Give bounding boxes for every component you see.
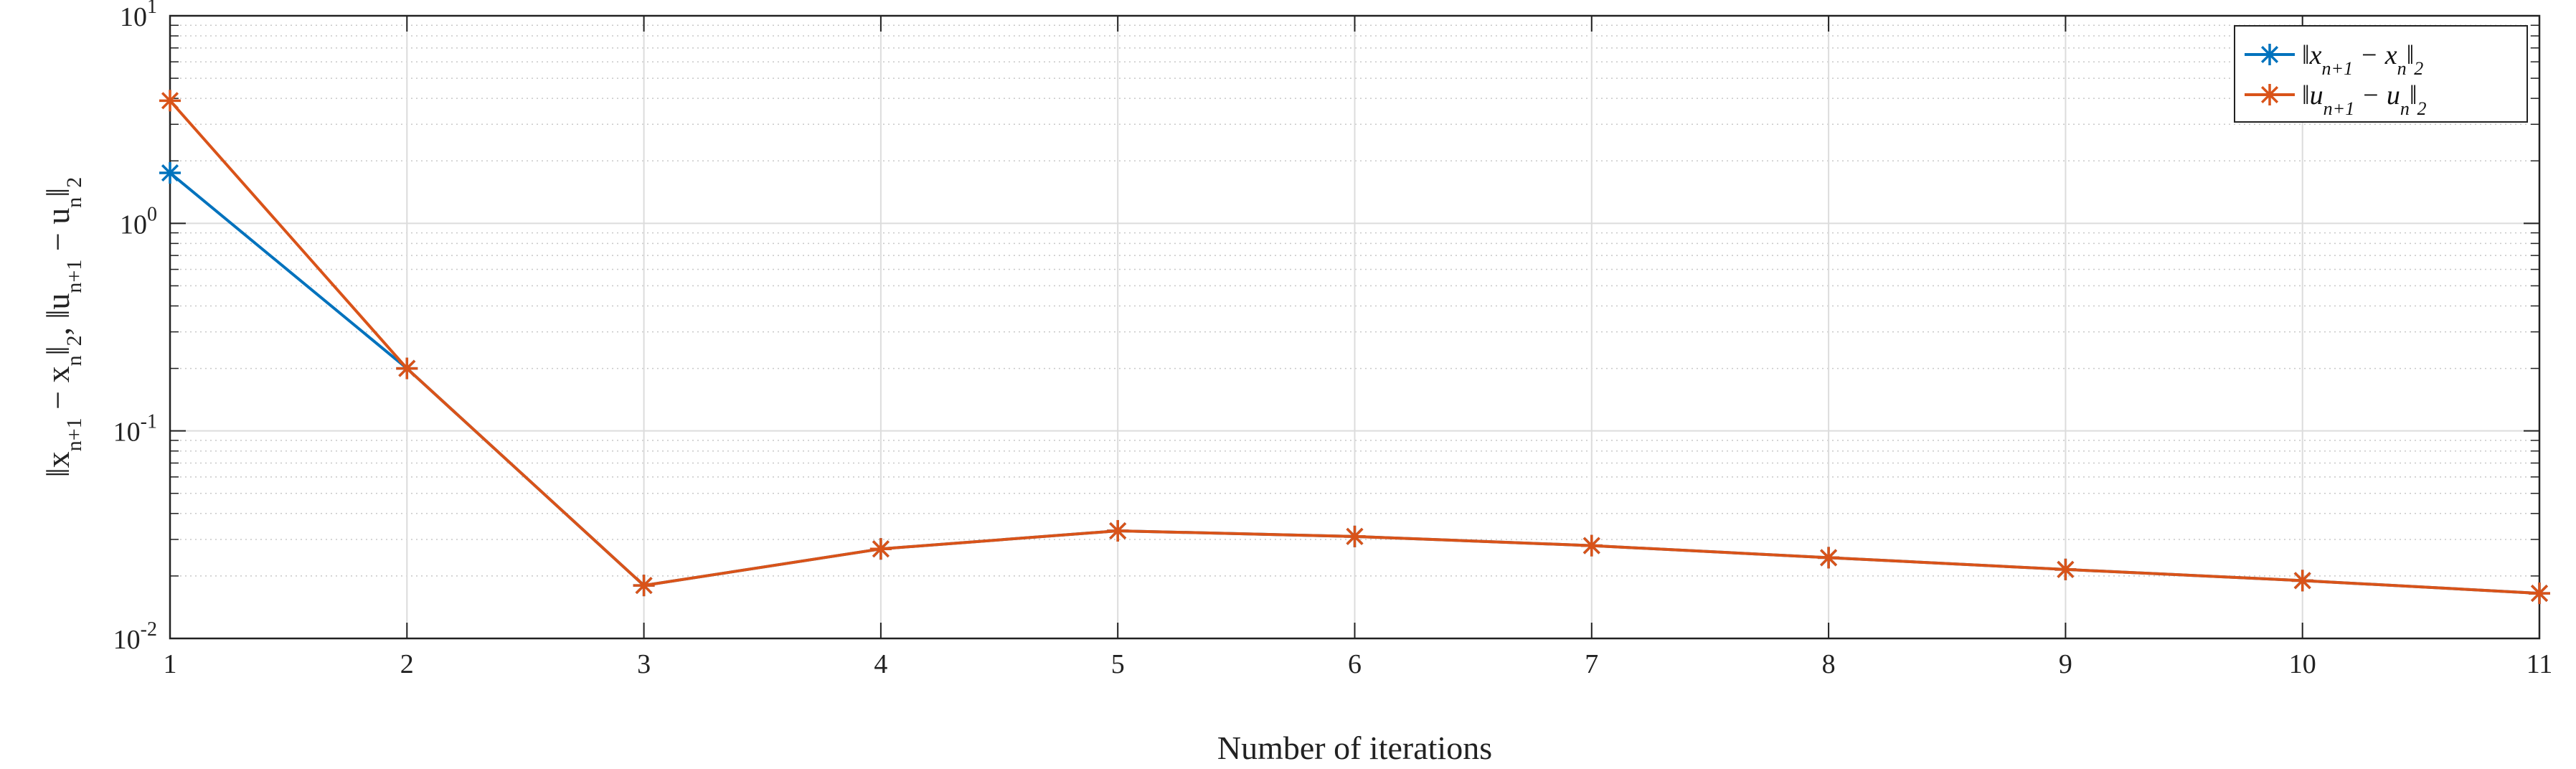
x-tick-label: 7 (1585, 649, 1598, 679)
y-tick-label: 10-2 (113, 618, 157, 655)
x-tick-label: 1 (164, 649, 177, 679)
data-point (2054, 558, 2077, 580)
x-tick-label: 2 (400, 649, 414, 679)
axis-ticks (169, 15, 2540, 639)
series-layer (159, 90, 2550, 605)
y-tick-labels: 10-2 10-1 100 101 (113, 0, 157, 655)
minor-gridlines (170, 24, 2539, 577)
x-tick-label: 10 (2289, 649, 2316, 679)
svg-text:‖xn+1 − xn‖2, ‖un+1 − un‖2: ‖xn+1 − xn‖2, ‖un+1 − un‖2 (39, 177, 86, 477)
y-tick-label: 101 (120, 0, 157, 32)
legend-box (2234, 25, 2528, 123)
x-tick-label: 11 (2527, 649, 2553, 679)
y-tick-label: 10-1 (113, 411, 157, 448)
x-tick-label: 8 (1822, 649, 1836, 679)
x-tick-label: 6 (1348, 649, 1362, 679)
x-axis-label: Number of iterations (1217, 730, 1492, 766)
data-point (1818, 547, 1840, 569)
data-point (159, 90, 181, 112)
legend-entry: ‖xn+1 − xn‖2 (2245, 40, 2423, 79)
legend: ‖xn+1 − xn‖2‖un+1 − un‖2 (2234, 25, 2528, 123)
series-2 (159, 90, 2550, 605)
legend-marker (2259, 44, 2280, 65)
legend-entry: ‖un+1 − un‖2 (2245, 80, 2427, 119)
data-point (2291, 570, 2313, 592)
data-point (1580, 534, 1603, 557)
legend-label: ‖un+1 − un‖2 (2302, 80, 2427, 119)
x-tick-label: 5 (1111, 649, 1125, 679)
x-tick-label: 9 (2059, 649, 2072, 679)
y-tick-label: 100 (120, 203, 157, 240)
x-tick-labels: 1 2 3 4 5 6 7 8 9 10 11 (164, 649, 2553, 679)
data-point (1344, 525, 1366, 547)
legend-marker (2259, 84, 2280, 105)
data-point (869, 538, 892, 560)
legend-label: ‖xn+1 − xn‖2 (2302, 40, 2423, 79)
data-point (633, 575, 655, 597)
x-tick-label: 3 (637, 649, 651, 679)
data-point (396, 357, 418, 379)
data-point (2529, 582, 2550, 605)
data-point (1107, 519, 1129, 542)
y-axis-label: ‖xn+1 − xn‖2, ‖un+1 − un‖2 (39, 177, 86, 477)
data-point (159, 162, 181, 184)
x-tick-label: 4 (874, 649, 887, 679)
